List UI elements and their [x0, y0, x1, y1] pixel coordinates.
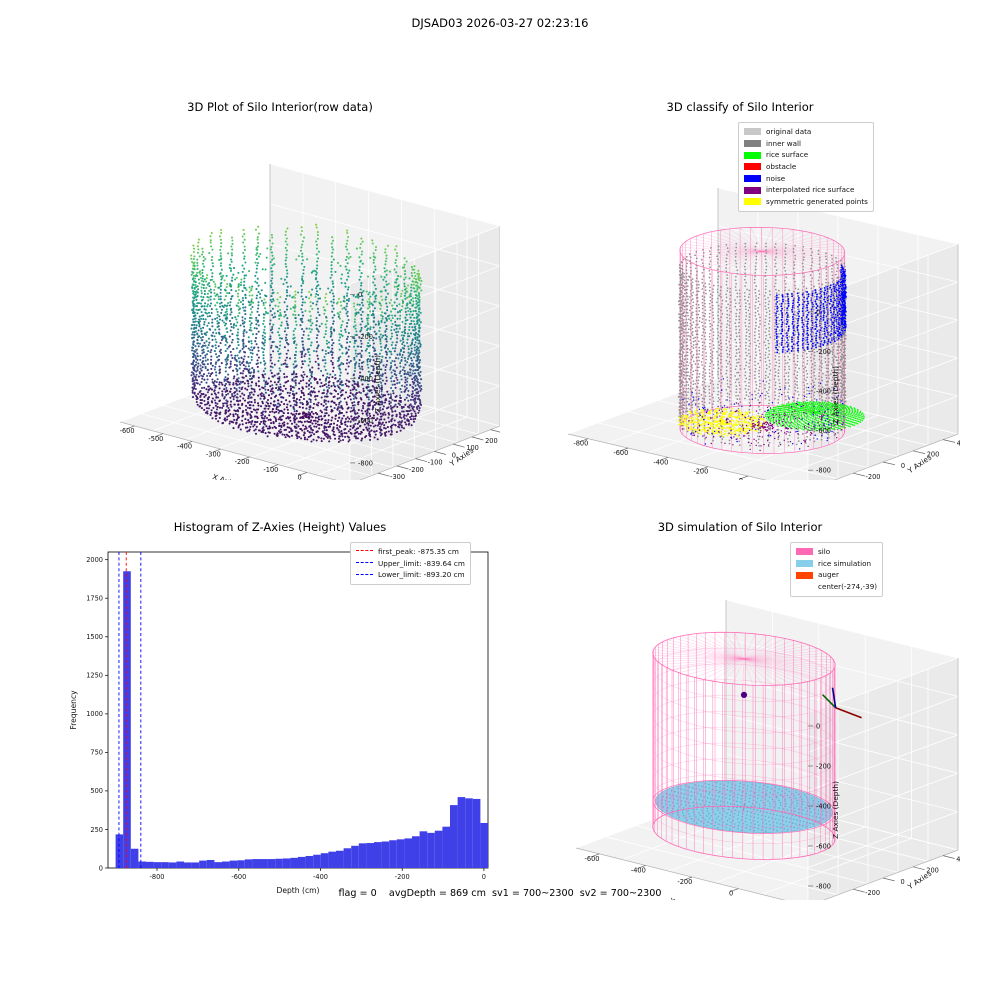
legend-swatch [744, 128, 761, 136]
legend-item: silo [796, 546, 877, 558]
legend-label: inner wall [766, 138, 802, 148]
svg-text:-500: -500 [148, 435, 163, 443]
legend-swatch [744, 139, 761, 147]
legend-swatch-empty [796, 583, 813, 590]
svg-text:-600: -600 [120, 427, 135, 435]
svg-text:-200: -200 [235, 458, 250, 466]
legend-label: symmetric generated points [766, 196, 868, 206]
legend-label: silo [818, 547, 831, 556]
axes3d-simulation[interactable]: -600-400-20002004002000-200-4000-200-400… [520, 542, 960, 900]
z-axis-label: Z Axies (Depth) [831, 781, 840, 839]
simulation-legend: silo rice simulation auger center(-274,-39) [790, 542, 884, 597]
svg-text:-200: -200 [409, 466, 424, 474]
legend-item: original data [744, 126, 868, 138]
histogram-title: Histogram of Z-Axies (Height) Values [173, 520, 387, 534]
legend-item: noise [744, 173, 868, 185]
svg-text:-800: -800 [358, 459, 373, 467]
panel-3d-classify: 3D classify of Silo Interior -800 -600 -40… [520, 100, 960, 480]
histogram-y-label: Frequency [69, 690, 78, 730]
panel-histogram: Histogram of Z-Axies (Height) Values 0 25… [60, 520, 500, 920]
legend-swatch [796, 571, 813, 579]
legend-line-swatch [356, 561, 373, 563]
legend-label: center(-274,-39) [818, 581, 878, 591]
legend-label: rice surface [766, 150, 809, 160]
histogram-bars [115, 571, 488, 868]
legend-label: auger [818, 570, 839, 580]
svg-text:-400: -400 [177, 443, 192, 451]
point-cloud-classified [677, 226, 865, 454]
legend-swatch [744, 151, 761, 159]
legend-line-swatch [356, 550, 373, 552]
z-axis-label: Z Axies (Depth) [831, 366, 840, 424]
panel-3d-raw: 3D Plot of Silo Interior(row data) -600 -… [60, 100, 500, 480]
svg-text:-200: -200 [358, 333, 373, 341]
center-marker [740, 691, 748, 698]
svg-text:-600: -600 [358, 417, 373, 425]
svg-text:200: 200 [485, 437, 498, 445]
legend-item: Upper_limit: -839.64 cm [356, 558, 465, 570]
histogram-x-label: Depth (cm) [276, 886, 319, 895]
point-cloud-raw [190, 223, 423, 443]
legend-swatch [744, 186, 761, 194]
legend-label: obstacle [766, 161, 797, 171]
legend-label: noise [766, 173, 786, 183]
legend-item: rice simulation [796, 558, 877, 570]
legend-item: Lower_limit: -893.20 cm [356, 569, 465, 581]
legend-label: Lower_limit: -893.20 cm [378, 570, 465, 580]
z-axis-label: Z Axies (Depth) [373, 355, 382, 413]
legend-swatch [796, 559, 813, 567]
legend-item: auger [796, 569, 877, 581]
legend-label: rice simulation [818, 558, 872, 568]
legend-item: inner wall [744, 138, 868, 150]
panel-3d-simulation-title: 3D simulation of Silo Interior [657, 520, 823, 534]
silo-simulation [652, 631, 862, 860]
axes3d-raw[interactable]: -600-500-400-300-200-10001003002001000-1… [60, 122, 500, 480]
legend-item: interpolated rice surface [744, 184, 868, 196]
axes3d-classify[interactable]: -800-600-400-20002004002000-200-4000-200… [520, 122, 960, 480]
legend-label: original data [766, 127, 812, 136]
legend-swatch [744, 174, 761, 182]
svg-text:0: 0 [358, 291, 362, 299]
x-axis-label: X Axies [211, 472, 240, 480]
svg-text:100: 100 [466, 444, 479, 452]
legend-swatch [796, 548, 813, 556]
legend-swatch [744, 198, 761, 206]
legend-item: rice surface [744, 149, 868, 161]
legend-label: Upper_limit: -839.64 cm [378, 558, 465, 568]
panel-3d-simulation: 3D simulation of Silo Interior -600 -400-… [520, 520, 960, 900]
histogram-plot[interactable]: 0 250 500 750 1000 1250 1500 1750 2000 -800 -600 -4… [60, 538, 500, 920]
legend-line-swatch [356, 573, 373, 575]
legend-label: first_peak: -875.35 cm [378, 547, 459, 556]
figure-title: DJSAD03 2026-03-27 02:23:16 [411, 16, 589, 30]
legend-swatch [744, 163, 761, 171]
status-line: flag = 0 avgDepth = 869 cm sv1 = 700~230… [338, 888, 662, 899]
svg-text:0: 0 [452, 452, 456, 460]
legend-item: symmetric generated points [744, 196, 868, 208]
svg-text:-100: -100 [263, 466, 278, 474]
histogram-vlines [118, 552, 142, 868]
legend-item: obstacle [744, 161, 868, 173]
histogram-legend: first_peak: -875.35 cm Upper_limit: -839.… [350, 542, 471, 585]
legend-item: first_peak: -875.35 cm [356, 546, 465, 558]
svg-text:0: 0 [297, 474, 301, 480]
legend-item: center(-274,-39) [796, 581, 877, 593]
svg-text:-300: -300 [390, 473, 405, 480]
svg-text:-400: -400 [358, 375, 373, 383]
svg-text:-300: -300 [206, 450, 221, 458]
panel-3d-raw-title: 3D Plot of Silo Interior(row data) [187, 100, 373, 114]
legend-label: interpolated rice surface [766, 185, 855, 195]
svg-text:-100: -100 [428, 459, 443, 467]
classify-legend: original data inner wall rice surface obsta… [738, 122, 874, 212]
y-axis-label: Y Axies [905, 453, 933, 476]
panel-3d-classify-title: 3D classify of Silo Interior [666, 100, 814, 114]
